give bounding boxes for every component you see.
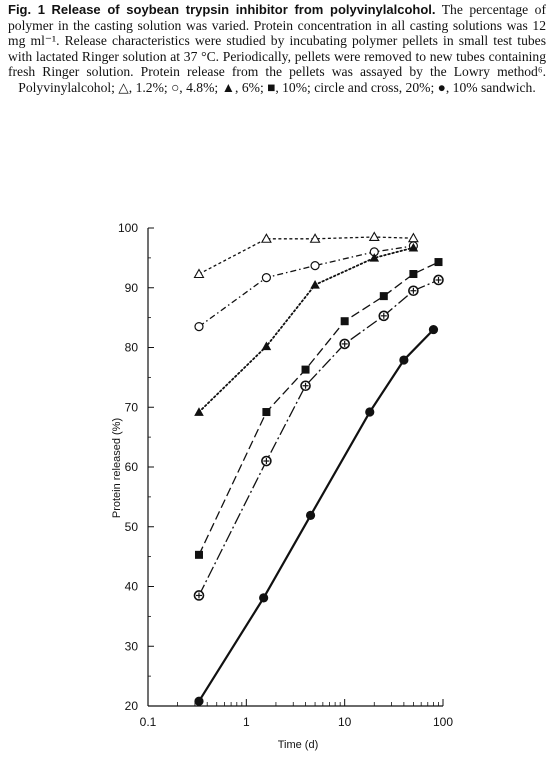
data-point	[194, 407, 204, 416]
data-point	[194, 550, 203, 559]
data-point	[368, 231, 380, 242]
y-tick-label: 50	[125, 520, 139, 534]
caption-body: The percentage of polymer in the casting…	[8, 2, 546, 95]
data-point	[407, 232, 419, 243]
data-point	[365, 407, 375, 417]
data-point	[433, 274, 444, 286]
y-axis-label: Protein released (%)	[111, 418, 123, 518]
series-circle-cross	[193, 274, 444, 601]
series-line	[198, 328, 435, 702]
y-tick-label: 40	[125, 580, 139, 594]
data-point	[261, 272, 272, 283]
data-point	[369, 253, 380, 262]
data-point	[428, 324, 439, 335]
data-point	[262, 408, 271, 417]
data-point	[300, 380, 311, 392]
y-tick-label: 90	[125, 281, 139, 295]
data-point	[261, 341, 272, 351]
y-tick-label: 30	[125, 639, 139, 653]
data-point	[305, 510, 316, 520]
series-filled-square	[194, 258, 443, 559]
series-line	[198, 245, 414, 328]
series-filled-triangle	[194, 242, 419, 416]
y-tick-label: 80	[125, 341, 139, 355]
data-point	[301, 365, 310, 374]
y-tick-label: 20	[125, 699, 139, 713]
data-point	[378, 310, 390, 322]
series-filled-circle	[194, 324, 439, 706]
y-tick-label: 60	[125, 460, 139, 474]
figure-caption: Fig. 1 Release of soybean trypsin inhibi…	[8, 2, 546, 96]
data-point	[193, 268, 205, 279]
y-tick-label: 100	[118, 221, 138, 235]
series-line	[198, 236, 414, 275]
x-axis-label: Time (d)	[278, 739, 319, 751]
data-point	[310, 279, 320, 289]
data-point	[260, 233, 272, 243]
data-point	[194, 696, 204, 706]
data-point	[339, 338, 350, 350]
chart-series	[193, 231, 444, 706]
data-point	[193, 590, 205, 601]
data-point	[379, 292, 388, 301]
series-line	[198, 261, 439, 556]
data-point	[310, 261, 320, 271]
x-tick-label: 1	[243, 715, 250, 729]
x-tick-label: 10	[338, 715, 352, 729]
x-tick-label: 0.1	[140, 715, 157, 729]
data-point	[261, 455, 272, 467]
x-tick-label: 100	[433, 715, 453, 729]
data-point	[194, 321, 204, 332]
series-line	[198, 279, 439, 596]
y-tick-label: 70	[125, 400, 139, 414]
data-point	[309, 233, 321, 243]
caption-title: Release of soybean trypsin inhibitor fro…	[51, 2, 436, 17]
data-point	[434, 258, 443, 267]
chart-axes: 20 30 40 50 60 70 80 90 100 0.1 1 10 100	[118, 221, 453, 729]
caption-label: Fig. 1	[8, 2, 46, 17]
data-point	[399, 355, 409, 365]
data-point	[340, 317, 349, 326]
data-point	[259, 593, 269, 603]
data-point	[408, 285, 419, 297]
data-point	[409, 270, 418, 279]
data-point	[408, 242, 419, 252]
